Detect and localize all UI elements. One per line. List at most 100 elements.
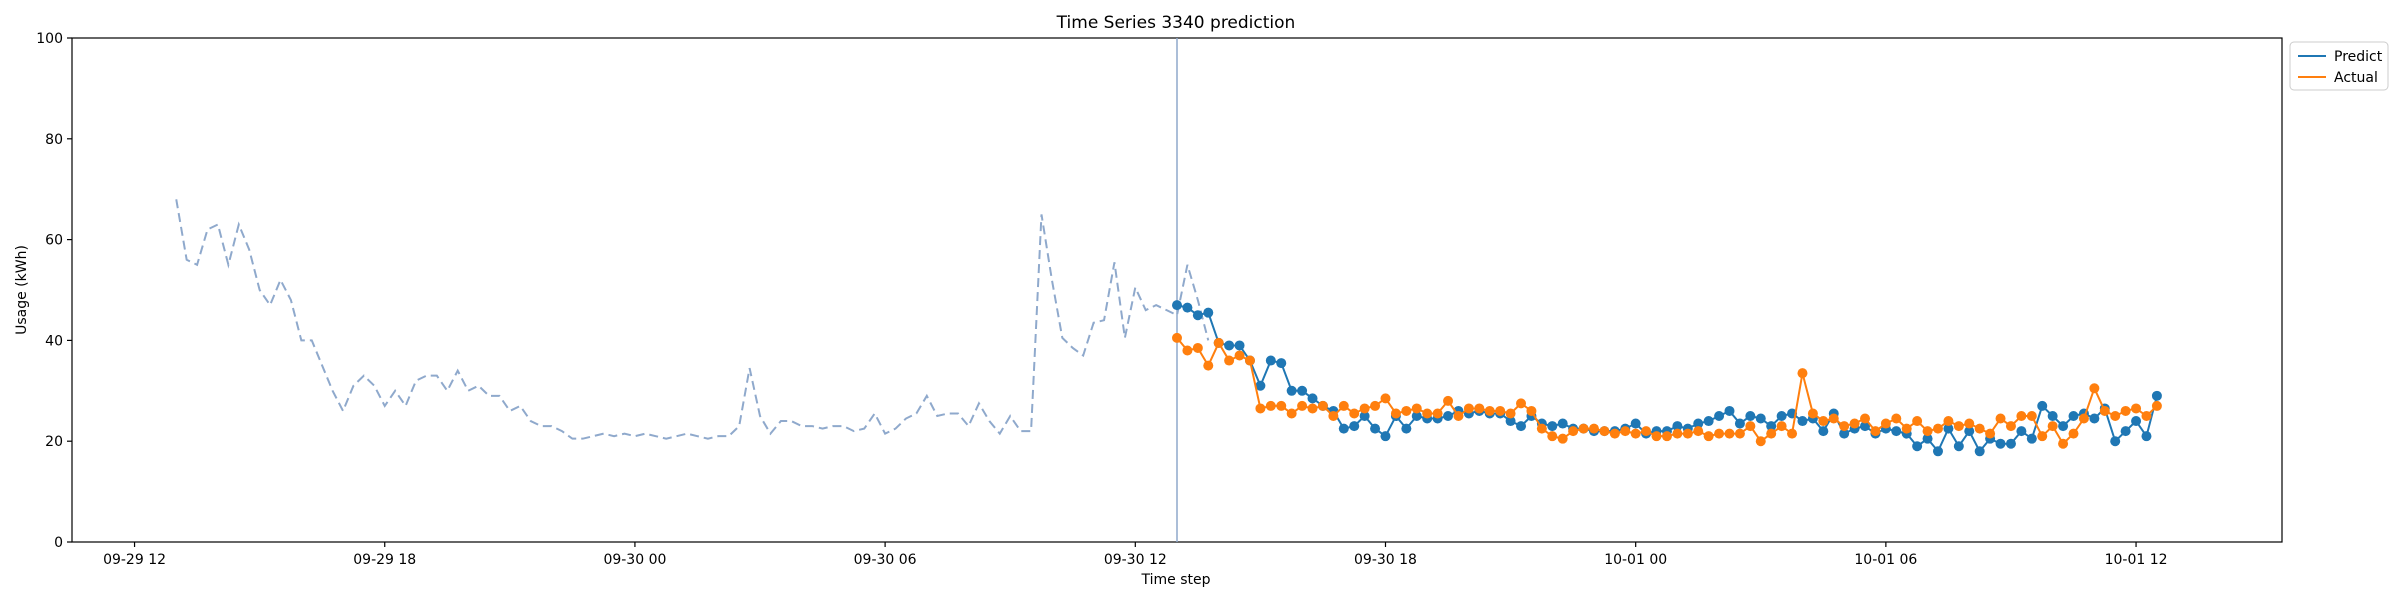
actual-point <box>1370 400 1381 411</box>
predict-point <box>2151 390 2162 401</box>
actual-point <box>1891 413 1902 424</box>
legend-label-actual: Actual <box>2334 70 2378 86</box>
actual-point <box>1359 403 1370 414</box>
predict-point <box>2141 431 2152 442</box>
actual-point <box>1985 428 1996 439</box>
actual-point <box>1557 433 1568 444</box>
actual-point <box>1609 428 1620 439</box>
actual-point <box>2141 411 2152 421</box>
actual-point <box>1620 426 1631 437</box>
actual-point <box>1776 421 1787 432</box>
actual-point <box>1807 408 1818 419</box>
actual-point <box>1755 436 1766 447</box>
predict-series <box>1172 300 2162 457</box>
x-tick-label: 09-29 12 <box>103 552 166 568</box>
actual-point <box>1286 408 1297 419</box>
y-axis: 0 20 40 60 80 100 <box>36 31 72 551</box>
actual-point <box>1932 423 1943 434</box>
actual-point <box>1422 408 1433 419</box>
predict-point <box>2068 411 2079 421</box>
actual-point <box>1651 431 1662 442</box>
actual-point <box>2016 411 2027 421</box>
predict-point <box>2058 421 2069 432</box>
predict-point <box>1974 446 1985 457</box>
predict-point <box>2016 426 2027 437</box>
actual-point <box>1964 418 1975 429</box>
predict-point <box>1182 302 1193 313</box>
predict-point <box>1734 418 1745 429</box>
x-tick-label: 10-01 06 <box>1854 552 1917 568</box>
actual-point <box>2026 411 2037 421</box>
x-tick-label: 10-01 00 <box>1604 552 1667 568</box>
actual-point <box>2005 421 2016 432</box>
actual-point <box>1641 426 1652 437</box>
actual-point <box>1307 403 1318 414</box>
actual-point <box>1182 345 1193 356</box>
predict-point <box>1818 426 1829 437</box>
actual-point <box>1234 350 1245 361</box>
history-line <box>175 199 1210 440</box>
actual-point <box>1276 400 1287 411</box>
actual-point <box>1401 405 1412 416</box>
actual-point <box>1484 405 1495 416</box>
x-tick-label: 09-30 00 <box>603 552 666 568</box>
actual-point <box>1714 428 1725 439</box>
predict-point <box>1192 310 1203 321</box>
predict-point <box>1943 423 1954 434</box>
predict-point <box>1745 411 1756 421</box>
predict-point <box>1912 441 1923 452</box>
actual-point <box>1297 400 1308 411</box>
predict-point <box>1714 411 1725 421</box>
actual-point <box>1661 431 1672 442</box>
actual-point <box>1995 413 2006 424</box>
y-tick-label: 80 <box>45 132 63 148</box>
predict-point <box>1922 433 1933 444</box>
predict-point <box>1203 307 1214 318</box>
actual-point <box>1213 337 1224 348</box>
actual-point <box>1516 398 1527 409</box>
actual-point <box>2131 403 2142 414</box>
actual-point <box>1380 393 1391 404</box>
predict-point <box>1265 355 1276 366</box>
actual-point <box>1192 342 1203 353</box>
actual-point <box>1390 408 1401 419</box>
actual-point <box>1974 423 1985 434</box>
predict-point <box>1755 413 1766 424</box>
actual-point <box>1724 428 1735 439</box>
actual-point <box>2037 431 2048 442</box>
predict-point <box>2110 436 2121 447</box>
actual-point <box>1568 426 1579 437</box>
predict-point <box>1724 405 1735 416</box>
predict-point <box>1380 431 1391 442</box>
actual-point <box>1463 403 1474 414</box>
series-layer <box>1172 300 2162 457</box>
y-tick-label: 60 <box>45 233 63 249</box>
actual-point <box>1432 408 1443 419</box>
predict-point <box>1516 421 1527 432</box>
predict-point <box>1255 380 1266 391</box>
actual-point <box>1203 360 1214 371</box>
predict-point <box>1860 421 1871 432</box>
actual-point <box>2047 421 2058 432</box>
x-axis: 09-29 12 09-29 18 09-30 00 09-30 06 09-30 12… <box>103 542 2168 568</box>
actual-point <box>2120 405 2131 416</box>
predict-point <box>1286 385 1297 396</box>
predict-point <box>1672 421 1683 432</box>
predict-point <box>1359 411 1370 421</box>
actual-point <box>1849 418 1860 429</box>
actual-point <box>1474 403 1485 414</box>
actual-point <box>1734 428 1745 439</box>
actual-point <box>2110 411 2121 421</box>
actual-point <box>1901 423 1912 434</box>
predict-point <box>2120 426 2131 437</box>
actual-point <box>1265 400 1276 411</box>
actual-point <box>1828 413 1839 424</box>
predict-point <box>1776 411 1787 421</box>
actual-point <box>1922 426 1933 437</box>
actual-point <box>1526 405 1537 416</box>
predict-point <box>2026 433 2037 444</box>
actual-point <box>1224 355 1235 366</box>
predict-point <box>1891 426 1902 437</box>
